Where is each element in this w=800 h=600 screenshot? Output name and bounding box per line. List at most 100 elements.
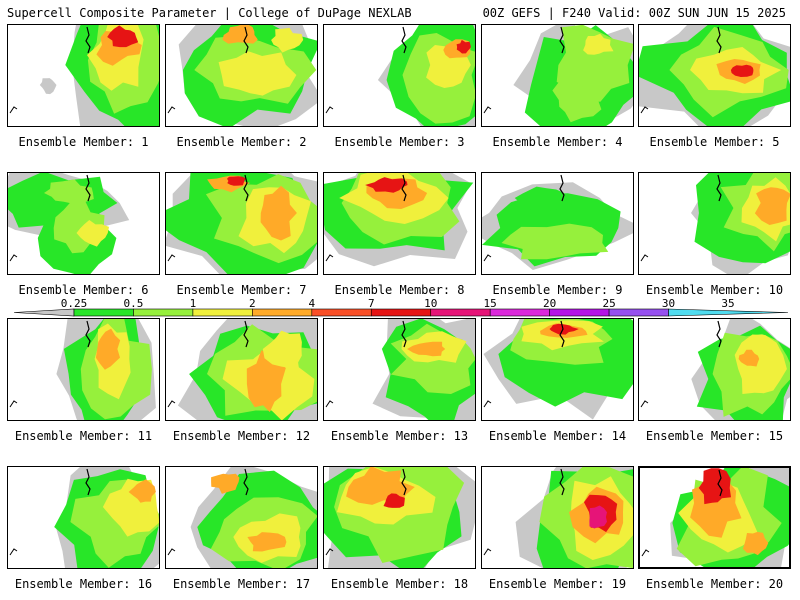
lake-michigan-outline — [559, 320, 565, 348]
coastline-fragment — [9, 106, 18, 114]
run-valid-time: 00Z GEFS | F240 Valid: 00Z SUN JUN 15 20… — [482, 6, 786, 20]
ensemble-member-label: Ensemble Member: 1 — [18, 135, 149, 149]
scp-field — [483, 467, 633, 568]
ensemble-member-map-6[interactable] — [7, 172, 160, 275]
scp-field — [483, 25, 633, 126]
colorbar-level-label: 25 — [602, 297, 616, 310]
lake-michigan-outline — [243, 320, 249, 348]
colorbar-level-label: 7 — [367, 297, 375, 310]
scp-field — [483, 319, 633, 420]
scp-contour-fill — [698, 468, 731, 505]
scp-field — [639, 25, 790, 126]
scp-contour-fill — [39, 78, 57, 95]
colorbar-segment — [133, 308, 194, 317]
scp-contour-fill — [227, 176, 246, 186]
lake-michigan-outline — [716, 174, 722, 202]
scp-contour-fill — [754, 187, 790, 225]
ensemble-member-map-7[interactable] — [165, 172, 318, 275]
scp-contour-fill — [246, 350, 286, 413]
scp-field — [9, 467, 159, 568]
ensemble-member-map-2[interactable] — [165, 24, 318, 127]
ensemble-member-label: Ensemble Member: 3 — [334, 135, 465, 149]
coastline-fragment — [9, 548, 18, 556]
lake-michigan-outline — [85, 320, 91, 348]
coastline-fragment — [325, 106, 334, 114]
colorbar-segment — [252, 308, 313, 317]
ensemble-member-map-8[interactable] — [323, 172, 476, 275]
scp-field — [167, 467, 317, 568]
product-title: Supercell Composite Parameter | College … — [7, 6, 412, 20]
ensemble-member-map-11[interactable] — [7, 318, 160, 421]
lake-michigan-outline — [559, 468, 565, 496]
colorbar-segment — [489, 308, 550, 317]
ensemble-member-label: Ensemble Member: 11 — [14, 429, 153, 443]
ensemble-member-label: Ensemble Member: 13 — [330, 429, 469, 443]
coastline-fragment — [483, 548, 492, 556]
ensemble-member-map-4[interactable] — [481, 24, 634, 127]
coastline-fragment — [641, 549, 650, 557]
ensemble-member-map-10[interactable] — [638, 172, 791, 275]
colorbar-level-label: 10 — [424, 297, 438, 310]
scp-contour-fill — [514, 186, 569, 212]
ensemble-member-map-3[interactable] — [323, 24, 476, 127]
lake-michigan-outline — [559, 26, 565, 54]
ensemble-member-map-1[interactable] — [7, 24, 160, 127]
scp-field — [325, 319, 475, 420]
lake-michigan-outline — [401, 320, 407, 348]
coastline-fragment — [483, 106, 492, 114]
scp-contour-fill — [211, 473, 240, 494]
colorbar-segment — [192, 308, 253, 317]
ensemble-member-label: Ensemble Member: 4 — [492, 135, 623, 149]
coastline-fragment — [325, 548, 334, 556]
lake-michigan-outline — [401, 174, 407, 202]
scp-contour-fill — [407, 341, 446, 357]
colorbar-segment — [73, 308, 134, 317]
ensemble-member-map-20[interactable] — [638, 466, 791, 569]
scp-contour-fill — [271, 27, 304, 53]
ensemble-member-label: Ensemble Member: 9 — [492, 283, 623, 297]
lake-michigan-outline — [401, 26, 407, 54]
ensemble-member-map-5[interactable] — [638, 24, 791, 127]
colorbar-level-label: 0.25 — [60, 297, 88, 310]
ensemble-member-label: Ensemble Member: 19 — [488, 577, 627, 591]
coastline-fragment — [640, 400, 649, 408]
ensemble-member-label: Ensemble Member: 2 — [176, 135, 307, 149]
scp-field — [167, 25, 317, 126]
ensemble-member-map-17[interactable] — [165, 466, 318, 569]
scp-contour-fill — [589, 505, 607, 529]
scp-field — [640, 319, 790, 420]
coastline-fragment — [325, 254, 334, 262]
lake-michigan-outline — [401, 468, 407, 496]
scp-contour-fill — [128, 479, 156, 503]
scp-field — [9, 25, 159, 126]
coastline-fragment — [9, 254, 18, 262]
ensemble-member-label: Ensemble Member: 10 — [645, 283, 784, 297]
colorbar-segment — [311, 308, 372, 317]
ensemble-member-map-16[interactable] — [7, 466, 160, 569]
colorbar-level-label: 20 — [543, 297, 557, 310]
coastline-fragment — [640, 254, 649, 262]
ensemble-member-map-13[interactable] — [323, 318, 476, 421]
scp-contour-fill — [583, 33, 614, 55]
scp-field — [324, 173, 474, 267]
ensemble-member-map-14[interactable] — [481, 318, 634, 421]
ensemble-member-label: Ensemble Member: 6 — [18, 283, 149, 297]
scp-field — [167, 319, 317, 420]
ensemble-member-map-12[interactable] — [165, 318, 318, 421]
scp-field — [325, 25, 475, 126]
ensemble-member-map-18[interactable] — [323, 466, 476, 569]
scp-field — [482, 174, 633, 270]
scp-field — [8, 173, 130, 274]
lake-michigan-outline — [243, 26, 249, 54]
coastline-fragment — [167, 548, 176, 556]
scp-contour-fill — [44, 179, 94, 204]
ensemble-member-map-9[interactable] — [481, 172, 634, 275]
scp-field — [640, 173, 790, 274]
coastline-fragment — [640, 106, 649, 114]
lake-michigan-outline — [717, 469, 723, 497]
ensemble-member-map-15[interactable] — [638, 318, 791, 421]
scp-contour-fill — [365, 177, 408, 193]
ensemble-member-map-19[interactable] — [481, 466, 634, 569]
lake-michigan-outline — [559, 174, 565, 202]
coastline-fragment — [483, 400, 492, 408]
